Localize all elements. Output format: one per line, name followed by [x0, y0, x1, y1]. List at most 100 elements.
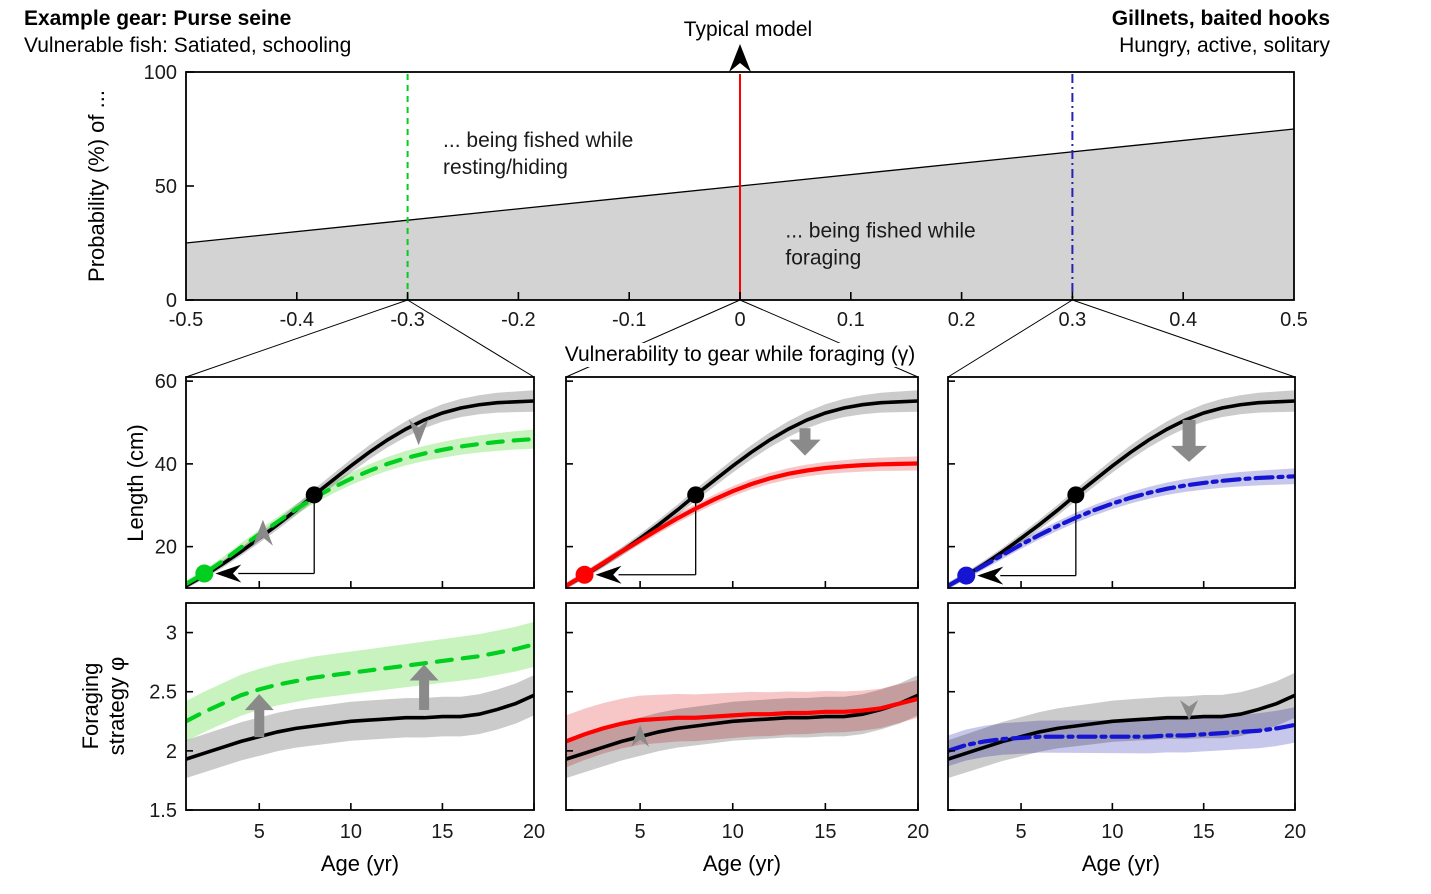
x-tick-label: 0 — [734, 309, 745, 331]
evolution-arrow — [252, 519, 273, 546]
gillnets-evolved-curve — [948, 474, 1295, 588]
y-tick-label: 50 — [155, 176, 177, 198]
x-tick-label: 5 — [1015, 821, 1026, 843]
panel-frame — [565, 602, 919, 811]
length-y-axis-label: Length (cm) — [123, 424, 148, 542]
typical-model-label: Typical model — [683, 18, 813, 41]
y-tick-label: 20 — [155, 537, 177, 559]
maturation-arrowhead — [595, 565, 622, 584]
phi-typical-plot-area — [566, 675, 918, 779]
region-label-resting: ... being fished while — [443, 129, 633, 152]
purse-seine-evolved-curve — [186, 642, 534, 724]
purse-seine-evolved-curve — [186, 436, 534, 586]
maturation-point-scenario — [957, 566, 976, 585]
panel-frame — [947, 602, 1296, 811]
panel-frame — [947, 376, 1296, 589]
typical-model-curve — [948, 399, 1295, 588]
panel-frame — [565, 376, 919, 589]
y-tick-label: 40 — [155, 454, 177, 476]
y-tick-label: 2 — [166, 741, 177, 763]
x-tick-label: 20 — [523, 821, 545, 843]
maturation-arrowhead — [215, 564, 242, 583]
gillnets-evolved-curve — [948, 722, 1295, 753]
foraging-y-axis-label: Foraging strategy φ — [78, 657, 130, 756]
evolution-arrow — [409, 664, 439, 681]
typical-model-curve — [566, 693, 918, 761]
x-tick-label: 15 — [814, 821, 836, 843]
length-purse-seine-plot-area — [186, 390, 534, 588]
age-x-axis-label: Age (yr) — [1081, 851, 1161, 876]
zoom-connector-lines — [185, 299, 1296, 378]
phi-purse-seine-chart: 1.5 2 2.5 3 5 10 15 20 — [149, 602, 545, 843]
maturation-point-scenario — [575, 565, 594, 584]
purse-seine-evolved-confidence-band — [186, 429, 534, 588]
connector-line — [1072, 299, 1296, 378]
foraging-y-axis-label-line2: strategy φ — [104, 656, 129, 756]
phi-gillnets-chart: 5 10 15 20 — [947, 602, 1306, 843]
maturation-arrowhead — [977, 566, 1004, 585]
panel-frame — [185, 376, 535, 589]
y-tick-label: 1.5 — [149, 800, 177, 822]
evolution-arrow — [789, 439, 821, 456]
x-tick-label: -0.5 — [169, 309, 203, 331]
gillnets-evolved-confidence-band — [948, 468, 1295, 588]
connector-line — [947, 299, 1073, 378]
region-label-foraging: ... being fished while — [785, 219, 975, 242]
evolution-arrow — [799, 428, 811, 441]
x-tick-label: -0.3 — [390, 309, 424, 331]
maturation-point-typical — [1067, 486, 1085, 504]
y-tick-label: 2.5 — [149, 682, 177, 704]
typical-model-curve — [566, 399, 918, 588]
length-gillnets-plot-area — [948, 390, 1295, 588]
x-tick-label: 10 — [1101, 821, 1123, 843]
maturation-point-typical — [305, 486, 323, 504]
typical-model-curve — [186, 399, 534, 588]
age-x-axis-label: Age (yr) — [702, 851, 782, 876]
typical-model-confidence-band — [566, 390, 918, 588]
evolution-arrow — [1180, 700, 1199, 721]
maturation-point-scenario — [195, 564, 214, 583]
gillnets-title: Gillnets, baited hooks — [1111, 7, 1330, 30]
x-tick-label: -0.4 — [280, 309, 314, 331]
phi-typical-chart: 5 10 15 20 — [565, 602, 929, 843]
x-tick-label: -0.1 — [612, 309, 646, 331]
x-tick-label: 10 — [722, 821, 744, 843]
connector-line — [407, 299, 535, 378]
evolution-arrow — [1171, 445, 1208, 462]
x-tick-label: 0.3 — [1058, 309, 1086, 331]
foraging-y-axis-label-line1: Foraging — [78, 662, 103, 750]
evolution-arrow — [408, 419, 429, 446]
x-tick-label: 5 — [635, 821, 646, 843]
hungry-active-subtitle: Hungry, active, solitary — [1119, 34, 1330, 57]
panel-frame — [185, 602, 535, 811]
y-tick-label: 100 — [144, 62, 177, 84]
evolution-arrow — [1182, 419, 1196, 447]
x-tick-label: 15 — [1193, 821, 1215, 843]
evolution-arrow — [254, 709, 265, 738]
typical-model-arrow — [729, 44, 751, 72]
example-gear-title: Example gear: Purse seine — [24, 7, 292, 30]
vulnerability-x-axis-label: Vulnerability to gear while foraging (γ) — [560, 343, 920, 367]
x-tick-label: 0.5 — [1280, 309, 1308, 331]
connector-line — [185, 299, 408, 378]
evolution-arrow — [631, 724, 650, 747]
header-left: Example gear: Purse seine Vulnerable fis… — [24, 5, 351, 59]
typical-evolved-curve — [566, 696, 918, 744]
length-typical-chart — [565, 376, 919, 589]
purse-seine-evolved-confidence-band — [186, 621, 534, 742]
typical-evolved-confidence-band — [566, 456, 918, 588]
region-label-resting: resting/hiding — [443, 156, 568, 179]
typical-evolved-curve — [566, 461, 918, 588]
length-typical-plot-area — [566, 390, 918, 588]
y-tick-label: 60 — [155, 371, 177, 393]
x-tick-label: 20 — [1284, 821, 1306, 843]
typical-model-confidence-band — [186, 390, 534, 588]
maturation-point-typical — [687, 486, 705, 504]
x-tick-label: 0.4 — [1169, 309, 1197, 331]
evolution-arrow — [244, 694, 274, 711]
vulnerable-fish-subtitle: Vulnerable fish: Satiated, schooling — [24, 34, 352, 57]
x-tick-label: 5 — [254, 821, 265, 843]
y-tick-label: 3 — [166, 623, 177, 645]
